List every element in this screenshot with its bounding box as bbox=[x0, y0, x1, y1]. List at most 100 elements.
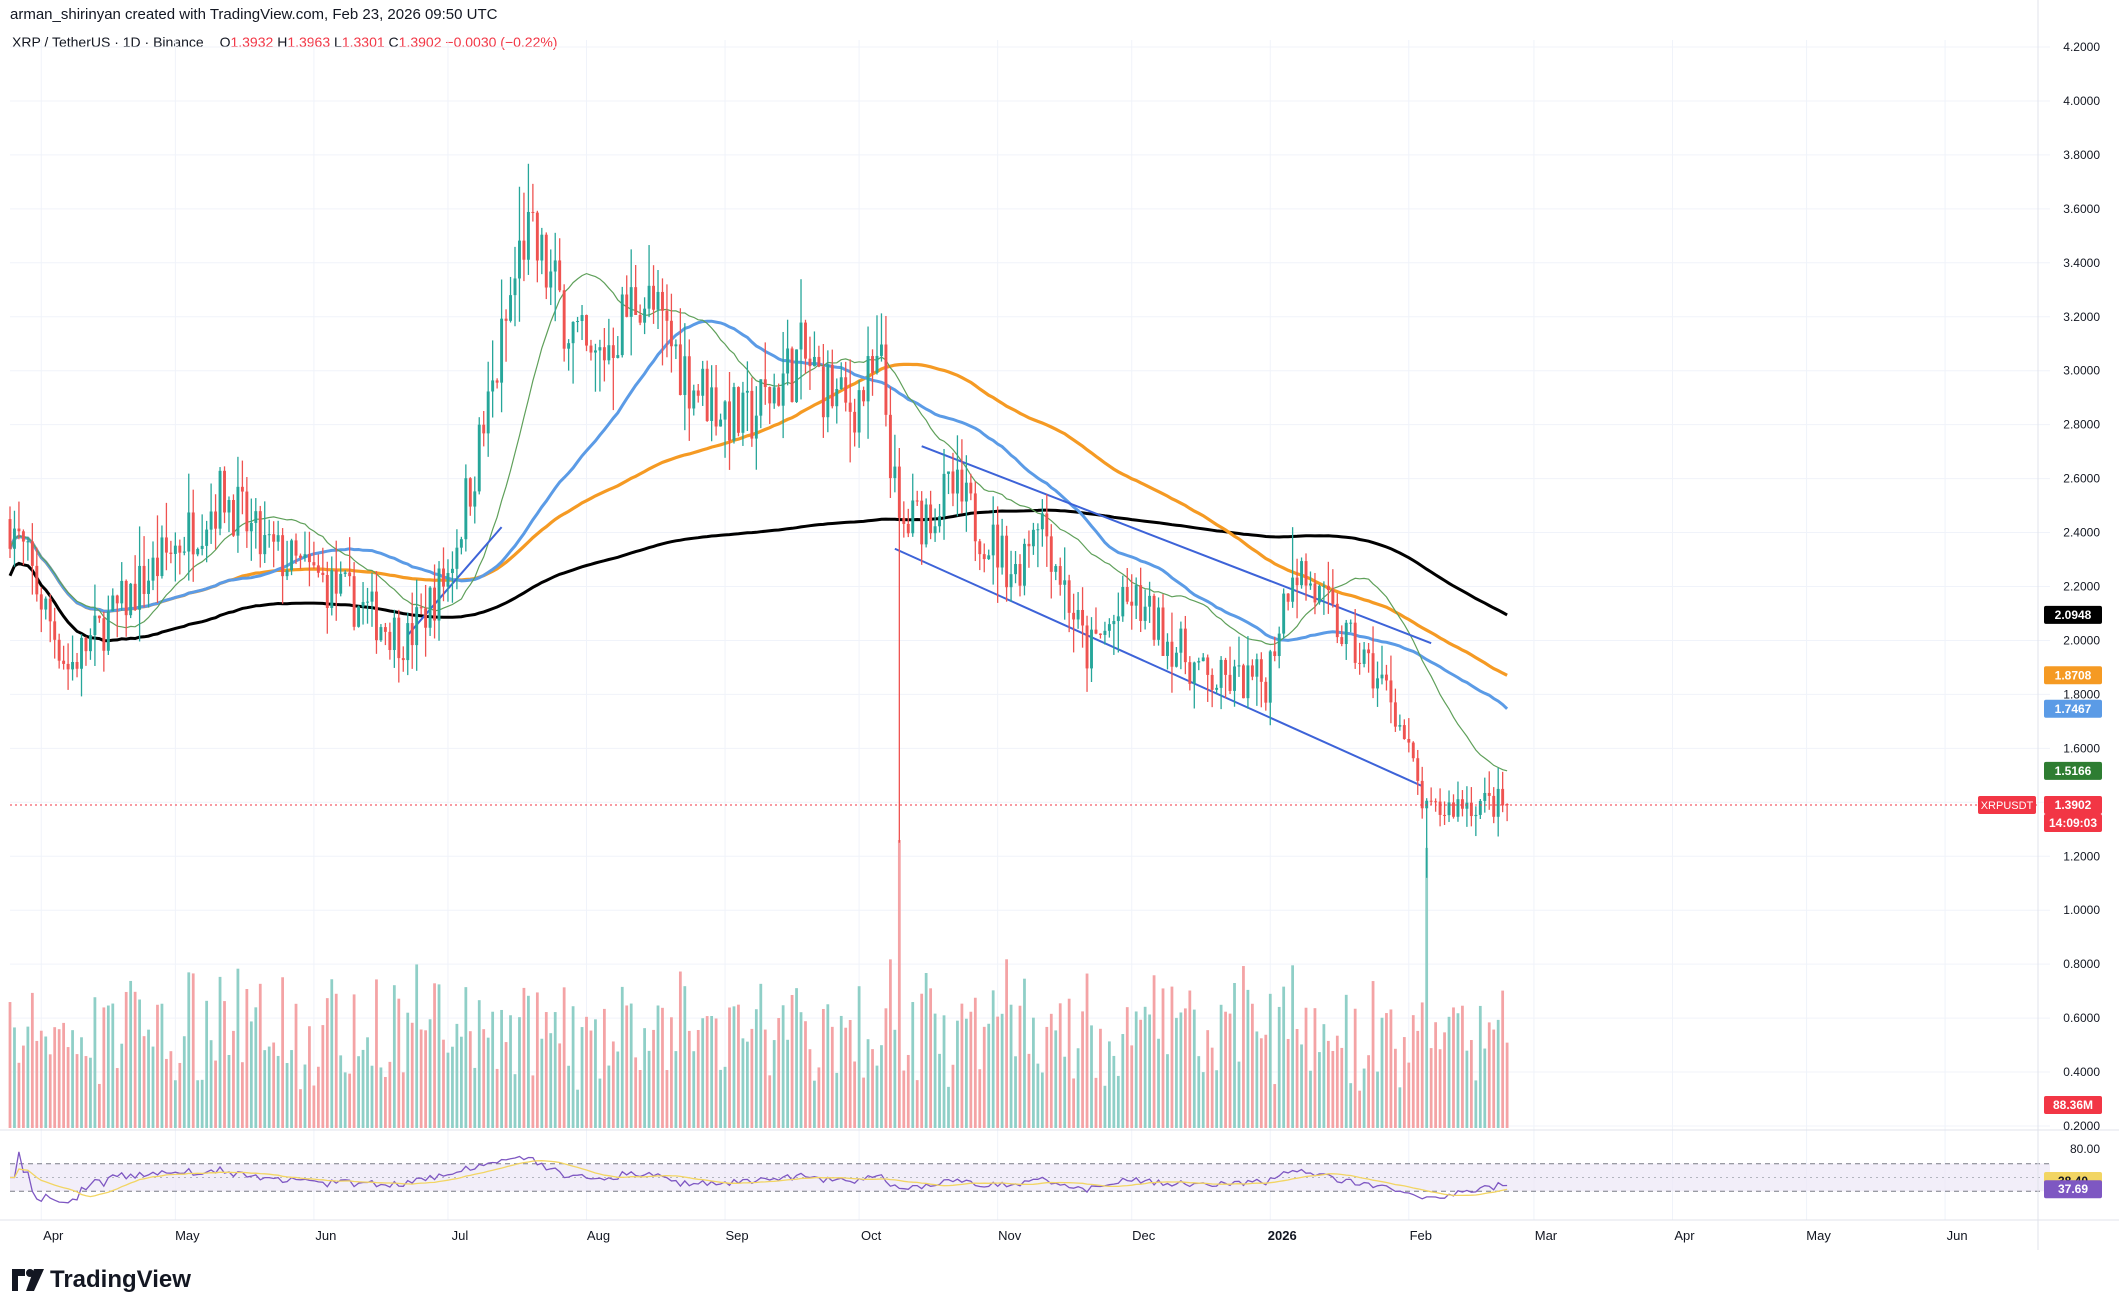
volume-bar bbox=[165, 1058, 168, 1128]
volume-bar bbox=[804, 1021, 807, 1128]
volume-bar bbox=[406, 1012, 410, 1128]
symbol-name[interactable]: XRP / TetherUS · 1D · Binance bbox=[12, 34, 204, 50]
volume-bar bbox=[428, 1019, 432, 1128]
volume-bar bbox=[48, 1054, 52, 1128]
candle-body bbox=[553, 260, 557, 272]
candle-body bbox=[294, 540, 298, 556]
volume-bar bbox=[218, 976, 222, 1128]
volume-bar bbox=[1224, 1011, 1227, 1128]
volume-bar bbox=[732, 1006, 736, 1128]
candle-body bbox=[875, 355, 879, 373]
volume-bar bbox=[902, 1070, 906, 1128]
volume-bar bbox=[1483, 1048, 1487, 1128]
candle-body bbox=[616, 355, 620, 358]
volume-bar bbox=[80, 1037, 83, 1128]
candle-body bbox=[911, 500, 915, 534]
volume-bar bbox=[540, 1038, 544, 1128]
candle-body bbox=[710, 387, 714, 421]
candle-body bbox=[987, 555, 991, 560]
candle-body bbox=[1009, 574, 1013, 588]
volume-bar bbox=[1251, 1003, 1254, 1128]
candle-body bbox=[1143, 606, 1147, 621]
volume-bar bbox=[652, 1029, 655, 1128]
volume-bar bbox=[527, 995, 530, 1128]
candle-body bbox=[1335, 603, 1339, 638]
candle-body bbox=[661, 291, 664, 311]
volume-bar bbox=[1465, 1050, 1469, 1128]
volume-bar bbox=[1487, 1022, 1491, 1128]
volume-bar bbox=[357, 1056, 360, 1128]
volume-bar bbox=[500, 1009, 503, 1128]
candle-body bbox=[924, 504, 928, 545]
candle-body bbox=[1469, 802, 1473, 817]
time-tick-label: Apr bbox=[43, 1228, 64, 1243]
candle-body bbox=[473, 491, 477, 507]
volume-bar bbox=[106, 1005, 110, 1128]
volume-bar bbox=[656, 1005, 660, 1128]
candle-body bbox=[1179, 628, 1183, 653]
volume-bar bbox=[1085, 973, 1089, 1128]
volume-bar bbox=[375, 979, 378, 1128]
candle-body bbox=[821, 366, 825, 418]
volume-bar bbox=[906, 1054, 910, 1128]
volume-bar bbox=[1344, 994, 1348, 1128]
candle-body bbox=[723, 401, 727, 420]
candle-body bbox=[719, 419, 723, 427]
price-chart[interactable]: 4.2000 4.0000 3.8000 3.6000 3.4000 3.2000 3.00… bbox=[0, 0, 2119, 1250]
volume-bar bbox=[616, 1051, 620, 1128]
volume-bar bbox=[1148, 1014, 1151, 1128]
volume-bar bbox=[692, 1051, 696, 1128]
volume-bar bbox=[611, 1041, 615, 1128]
volume-bar bbox=[455, 1023, 459, 1128]
time-tick-label: May bbox=[1806, 1228, 1831, 1243]
volume-bar bbox=[468, 1031, 472, 1128]
candle-body bbox=[1429, 800, 1433, 802]
volume-bar bbox=[830, 1026, 834, 1128]
volume-bar bbox=[1429, 1048, 1433, 1128]
volume-bar bbox=[486, 1037, 490, 1128]
volume-bar bbox=[276, 1055, 280, 1128]
candle-body bbox=[1183, 628, 1187, 663]
candle-body bbox=[240, 486, 244, 492]
candle-body bbox=[1496, 788, 1500, 817]
ma50-value-label-text: 1.7467 bbox=[2055, 702, 2092, 716]
candle-body bbox=[178, 545, 182, 553]
volume-bar bbox=[410, 1022, 414, 1128]
volume-bar bbox=[312, 1085, 316, 1128]
candle-body bbox=[30, 541, 34, 566]
candle-body bbox=[830, 364, 834, 407]
time-tick-label: Apr bbox=[1674, 1228, 1695, 1243]
volume-bar bbox=[696, 1029, 700, 1128]
candle-body bbox=[1161, 607, 1165, 656]
candle-body bbox=[57, 639, 61, 661]
price-tick-label: 3.2000 bbox=[2063, 310, 2100, 324]
candle-body bbox=[562, 290, 566, 349]
candle-body bbox=[267, 534, 271, 536]
candle-body bbox=[102, 618, 106, 651]
candle-body bbox=[397, 617, 401, 659]
volume-bar bbox=[558, 1043, 562, 1128]
candle-body bbox=[138, 565, 142, 610]
ma100-value-label-text: 1.8708 bbox=[2055, 668, 2092, 682]
price-tick-label: 3.6000 bbox=[2063, 202, 2100, 216]
candle-body bbox=[1023, 543, 1026, 586]
volume-bar bbox=[1040, 1072, 1044, 1128]
volume-bar bbox=[1103, 1085, 1107, 1128]
volume-bar bbox=[1014, 1056, 1017, 1128]
candle-body bbox=[1452, 802, 1455, 817]
candle-body bbox=[477, 424, 481, 492]
rsi-ma-line bbox=[10, 1160, 1508, 1198]
candle-body bbox=[1264, 681, 1268, 703]
volume-bar bbox=[433, 983, 436, 1128]
volume-bar bbox=[13, 1027, 16, 1128]
volume-bar bbox=[705, 1016, 709, 1128]
volume-bar bbox=[938, 1053, 941, 1128]
volume-bar bbox=[1233, 983, 1236, 1128]
volume-bar bbox=[1371, 981, 1375, 1128]
candle-body bbox=[1237, 665, 1241, 667]
candle-body bbox=[853, 411, 857, 433]
candle-body bbox=[1501, 788, 1505, 806]
candle-body bbox=[745, 390, 749, 393]
candle-body bbox=[933, 526, 937, 534]
time-tick-label: Aug bbox=[587, 1228, 610, 1243]
